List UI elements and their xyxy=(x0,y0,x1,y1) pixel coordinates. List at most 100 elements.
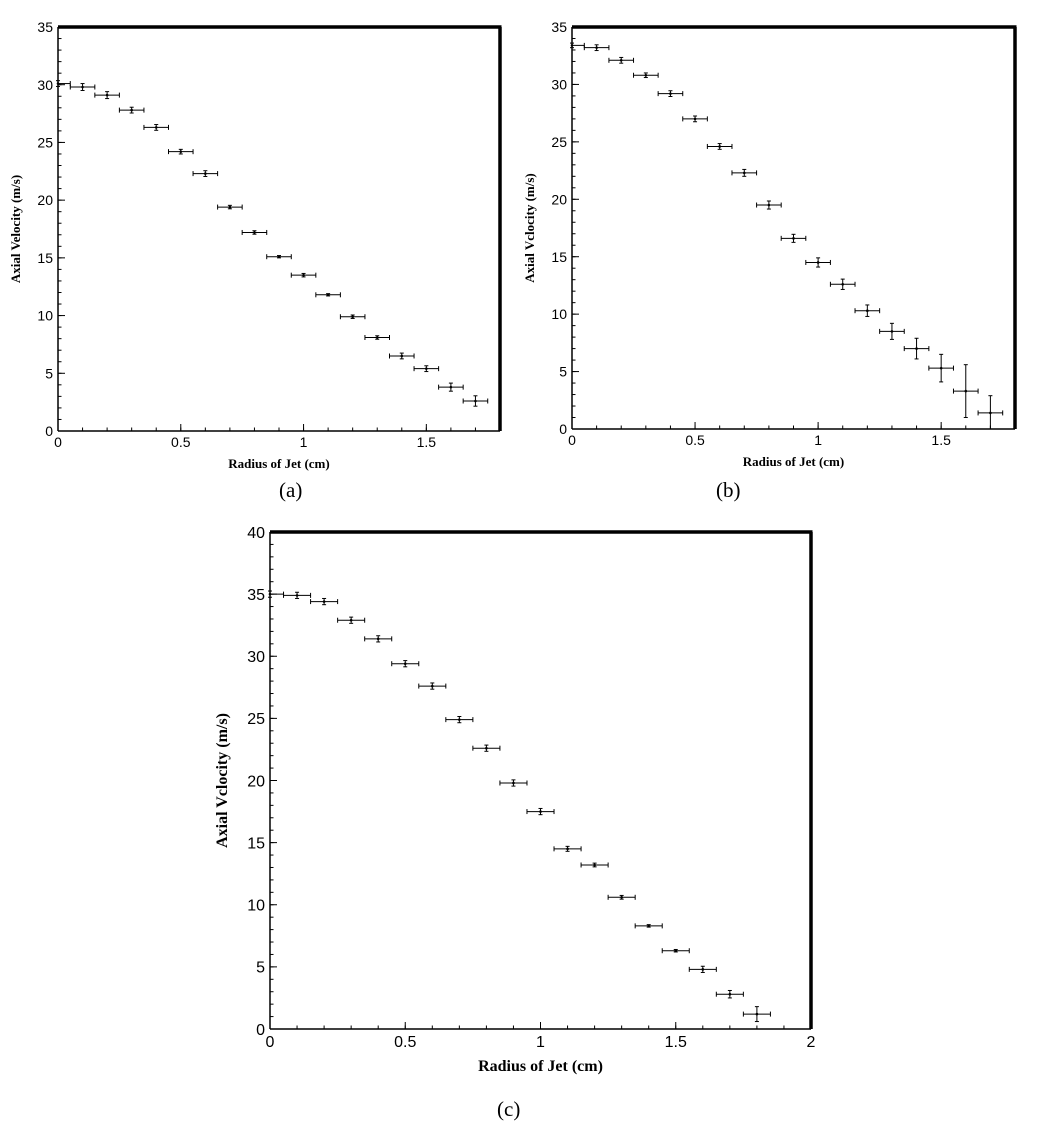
point-marker xyxy=(619,59,623,62)
x-tick-label: 1 xyxy=(814,432,822,448)
data-point xyxy=(903,337,930,360)
data-point xyxy=(608,56,635,64)
data-point xyxy=(192,170,219,177)
y-tick-label: 35 xyxy=(37,19,53,35)
point-marker xyxy=(400,354,404,358)
data-point xyxy=(805,257,831,268)
y-tick-label: 0 xyxy=(256,1022,265,1039)
point-marker xyxy=(595,46,598,49)
data-point xyxy=(742,1006,771,1023)
point-marker xyxy=(512,781,515,785)
data-point xyxy=(661,948,690,954)
data-point xyxy=(688,965,717,973)
panel-label-c: (c) xyxy=(497,1097,521,1121)
y-tick-label: 0 xyxy=(559,421,567,437)
data-point xyxy=(553,845,582,852)
y-tick-label: 10 xyxy=(551,306,567,322)
data-point xyxy=(413,365,440,373)
data-point xyxy=(499,779,528,787)
y-tick-label: 20 xyxy=(37,192,53,208)
point-marker xyxy=(701,968,705,971)
point-marker xyxy=(566,847,569,851)
point-marker xyxy=(130,108,133,112)
point-marker xyxy=(403,662,407,666)
data-point xyxy=(69,83,96,91)
x-tick-label: 0 xyxy=(266,1034,275,1051)
point-marker xyxy=(253,231,256,234)
x-tick-label: 1.5 xyxy=(417,434,437,450)
data-point xyxy=(879,322,905,340)
point-marker xyxy=(964,389,968,393)
data-point xyxy=(118,106,145,114)
point-marker xyxy=(644,73,648,77)
x-tick-label: 0 xyxy=(54,434,62,450)
data-point xyxy=(266,254,292,260)
point-marker xyxy=(718,145,721,148)
data-point xyxy=(56,80,71,87)
data-point xyxy=(580,862,609,868)
point-marker xyxy=(792,237,795,240)
data-point xyxy=(607,894,636,900)
x-tick-label: 0.5 xyxy=(685,432,705,448)
point-marker xyxy=(755,1012,759,1016)
point-marker xyxy=(841,282,845,286)
data-point xyxy=(241,229,268,235)
point-marker xyxy=(56,82,60,85)
data-point xyxy=(283,591,312,599)
point-marker xyxy=(431,684,434,688)
data-point xyxy=(977,395,1004,430)
y-tick-label: 25 xyxy=(551,134,567,150)
point-marker xyxy=(939,366,943,370)
point-marker xyxy=(154,126,158,129)
data-point xyxy=(339,314,366,320)
point-marker xyxy=(375,336,379,339)
point-marker xyxy=(989,411,992,415)
data-point xyxy=(364,335,390,341)
data-point xyxy=(583,44,610,52)
point-marker xyxy=(179,150,183,153)
point-marker xyxy=(326,293,330,297)
data-point xyxy=(682,115,708,123)
x-tick-label: 0 xyxy=(568,432,576,448)
point-marker xyxy=(302,273,305,277)
y-tick-label: 10 xyxy=(247,898,265,915)
point-marker xyxy=(322,600,326,603)
point-marker xyxy=(81,85,84,89)
data-point xyxy=(391,660,420,668)
chart-b-svg: 0 0.5 1 1.5 0 5 10 15 20 25 30 35 Radius of Jet (cm)… xyxy=(522,19,1017,469)
point-marker xyxy=(693,117,697,121)
point-marker xyxy=(449,385,453,389)
chart-a-svg: 0 0.5 1 1.5 0 5 10 15 20 25 30 35 Radius of Jet (cm)… xyxy=(8,19,502,471)
point-marker xyxy=(728,992,732,996)
point-marker xyxy=(204,172,207,175)
point-marker xyxy=(866,309,869,312)
point-marker xyxy=(742,171,746,175)
data-point xyxy=(715,989,744,999)
data-point xyxy=(94,91,120,100)
y-tick-label: 25 xyxy=(247,711,265,728)
point-marker xyxy=(593,863,596,867)
x-tick-label: 0.5 xyxy=(171,434,191,450)
data-point xyxy=(438,382,464,392)
x-tick-label: 1.5 xyxy=(931,432,951,448)
data-point xyxy=(389,352,415,360)
point-marker xyxy=(669,92,672,95)
y-tick-label: 40 xyxy=(247,525,265,542)
point-marker xyxy=(674,949,678,953)
y-tick-label: 30 xyxy=(551,76,567,92)
x-tick-label: 1 xyxy=(536,1034,545,1051)
y-tick-label: 35 xyxy=(551,19,567,35)
point-marker xyxy=(767,203,771,207)
y-tick-label: 0 xyxy=(45,423,53,439)
y-axis-title: Axial Vclocity (m/s) xyxy=(522,173,537,283)
y-axis-title: Axial Velocity (m/s) xyxy=(8,175,23,283)
point-marker xyxy=(268,592,272,596)
data-point xyxy=(780,233,807,243)
chart-panel-c: 0 0.5 1 1.5 2 0 5 10 15 20 25 30 35 40 Radius of Jet (… xyxy=(200,510,840,1080)
data-point xyxy=(952,364,979,419)
x-axis-title: Radius of Jet (cm) xyxy=(743,454,844,469)
point-marker xyxy=(277,255,281,259)
data-point xyxy=(337,616,366,624)
panel-label-b: (b) xyxy=(716,478,741,502)
point-marker xyxy=(890,330,894,333)
